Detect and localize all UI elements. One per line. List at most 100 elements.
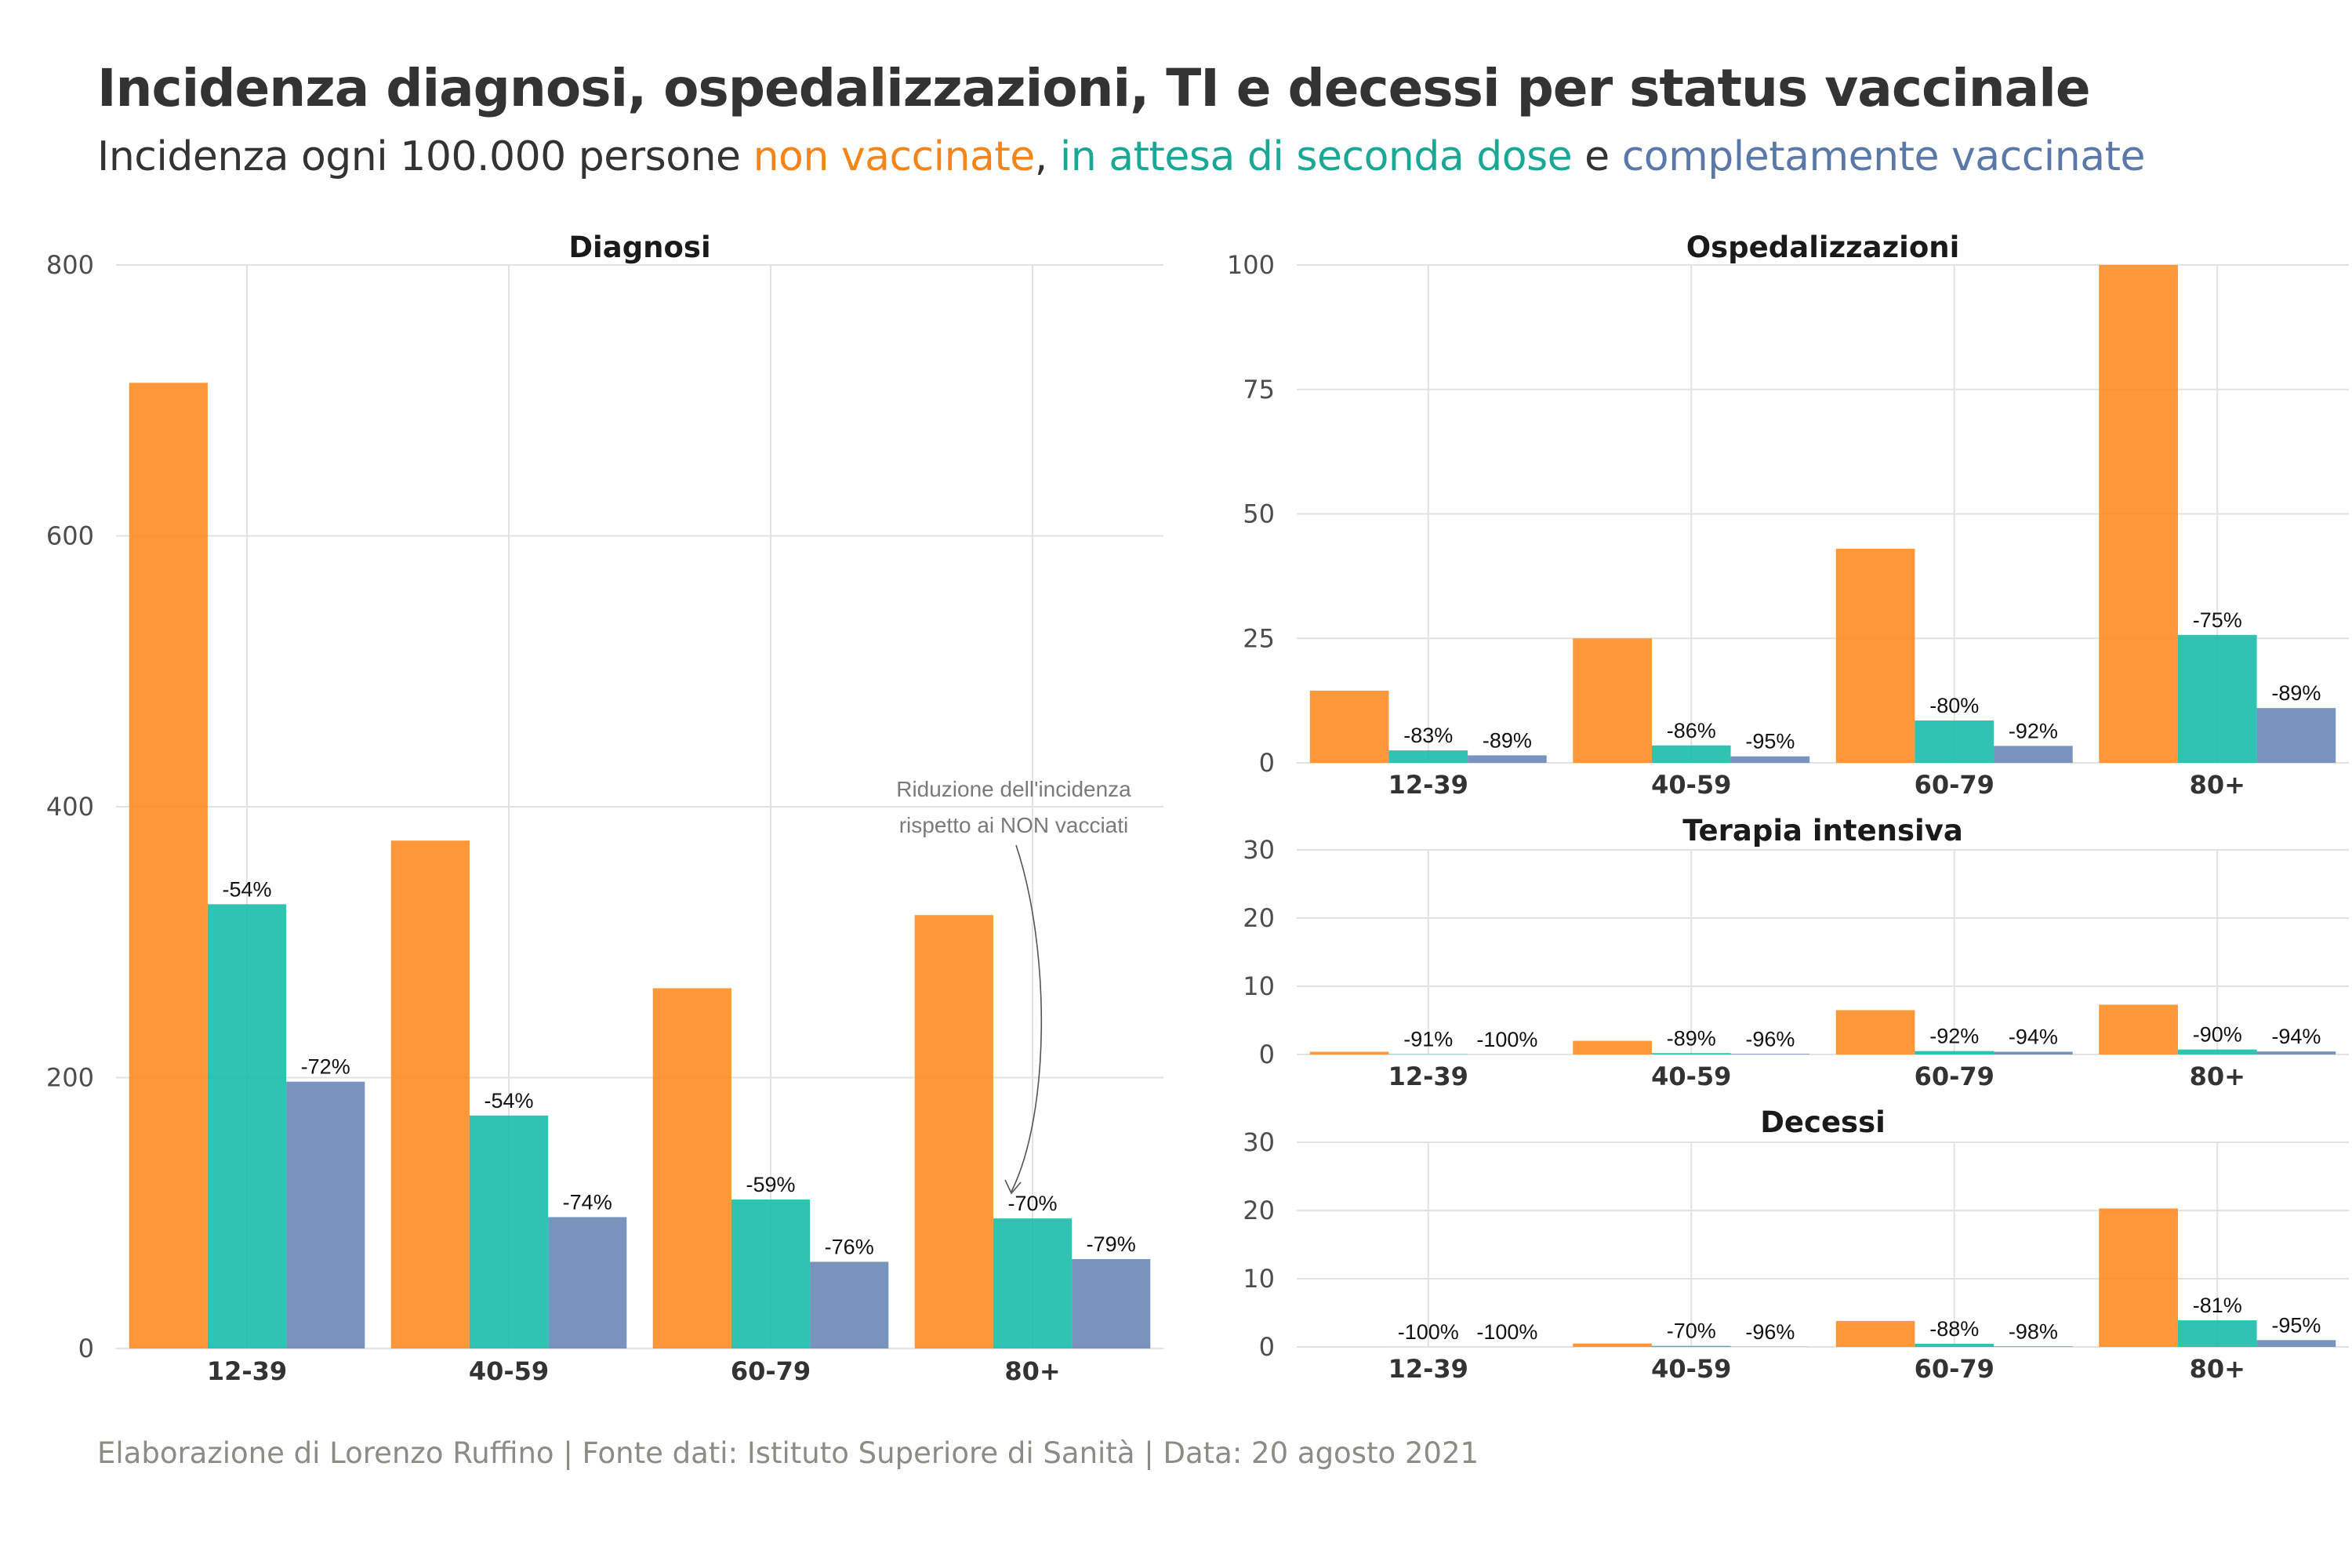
- bar-nonvax-40-59: [1573, 638, 1652, 763]
- data-label: -75%: [2193, 608, 2242, 632]
- y-tick-label: 25: [1243, 623, 1275, 653]
- data-label: -76%: [825, 1235, 874, 1258]
- data-label: -98%: [2009, 1319, 2058, 1343]
- bar-full-60-79: [1994, 746, 2073, 763]
- data-label: -90%: [2193, 1023, 2242, 1047]
- bar-full-60-79: [1994, 1051, 2073, 1054]
- bar-partial-40-59: [469, 1115, 549, 1348]
- data-label: -91%: [1403, 1028, 1453, 1051]
- bar-partial-80+: [2177, 1049, 2257, 1054]
- bar-nonvax-80+: [2099, 1208, 2178, 1347]
- y-tick-label: 30: [1243, 835, 1275, 865]
- bar-partial-40-59: [1651, 1345, 1731, 1347]
- bar-nonvax-60-79: [652, 988, 731, 1348]
- annotation-line-2: rispetto ai NON vacciati: [899, 813, 1129, 837]
- y-tick-label: 800: [46, 250, 94, 280]
- x-tick-label: 60-79: [731, 1356, 811, 1386]
- bar-nonvax-40-59: [1573, 1343, 1652, 1347]
- data-label: -96%: [1745, 1320, 1795, 1344]
- y-tick-label: 0: [78, 1334, 94, 1363]
- bar-nonvax-80+: [914, 915, 993, 1348]
- x-tick-label: 60-79: [1915, 770, 1994, 800]
- data-label: -89%: [1667, 1026, 1716, 1050]
- subtitle-partial: in attesa di seconda dose: [1059, 133, 1573, 180]
- data-label: -70%: [1007, 1192, 1057, 1215]
- bar-partial-60-79: [1915, 1051, 1994, 1054]
- bar-nonvax-80+: [2099, 265, 2178, 763]
- data-label: -74%: [563, 1190, 612, 1214]
- y-tick-label: 30: [1243, 1127, 1275, 1157]
- data-label: -92%: [2009, 719, 2058, 742]
- y-tick-label: 200: [46, 1063, 94, 1093]
- source-caption: Elaborazione di Lorenzo Ruffino | Fonte …: [97, 1436, 1479, 1470]
- bar-partial-40-59: [1651, 745, 1731, 763]
- bar-full-60-79: [810, 1261, 889, 1348]
- data-label: -70%: [1667, 1319, 1716, 1343]
- data-label: -95%: [2271, 1313, 2321, 1337]
- x-tick-label: 60-79: [1915, 1062, 1994, 1091]
- data-label: -54%: [222, 877, 271, 901]
- x-tick-label: 12-39: [1388, 1062, 1468, 1091]
- bar-full-60-79: [1994, 1346, 2073, 1347]
- annotation-arrowhead: [1004, 1179, 1022, 1195]
- annotation-arrow: [1011, 844, 1043, 1192]
- x-tick-label: 80+: [2190, 1062, 2245, 1091]
- x-tick-label: 40-59: [1651, 1354, 1731, 1384]
- y-tick-label: 0: [1259, 1040, 1275, 1069]
- data-label: -96%: [1745, 1027, 1795, 1051]
- bar-partial-12-39: [207, 904, 287, 1348]
- subtitle-sep-1: ,: [1034, 133, 1060, 180]
- x-tick-label: 40-59: [1651, 1062, 1731, 1091]
- bar-nonvax-40-59: [1573, 1040, 1652, 1054]
- x-tick-label: 80+: [1004, 1356, 1060, 1386]
- bar-nonvax-60-79: [1835, 548, 1915, 763]
- y-tick-label: 20: [1243, 1196, 1275, 1225]
- bar-partial-80+: [993, 1218, 1073, 1348]
- bar-partial-80+: [2177, 634, 2257, 763]
- bar-partial-80+: [2177, 1320, 2257, 1347]
- x-tick-label: 12-39: [1388, 770, 1468, 800]
- y-tick-label: 50: [1243, 499, 1275, 529]
- data-label: -94%: [2009, 1025, 2058, 1049]
- y-tick-label: 10: [1243, 971, 1275, 1001]
- bar-nonvax-60-79: [1835, 1010, 1915, 1054]
- bar-full-12-39: [286, 1081, 365, 1348]
- bar-full-40-59: [548, 1217, 627, 1348]
- x-tick-label: 80+: [2190, 1354, 2245, 1384]
- data-label: -92%: [1929, 1025, 1979, 1048]
- data-label: -89%: [2271, 681, 2321, 705]
- bar-nonvax-60-79: [1835, 1320, 1915, 1347]
- chart-subtitle: Incidenza ogni 100.000 persone non vacci…: [97, 133, 2145, 180]
- y-tick-label: 75: [1243, 375, 1275, 405]
- subtitle-prefix: Incidenza ogni 100.000 persone: [97, 133, 753, 180]
- x-tick-label: 12-39: [1388, 1354, 1468, 1384]
- bar-partial-60-79: [731, 1199, 811, 1348]
- x-tick-label: 40-59: [469, 1356, 549, 1386]
- y-tick-label: 10: [1243, 1264, 1275, 1294]
- data-label: -94%: [2271, 1025, 2321, 1048]
- data-label: -100%: [1476, 1028, 1537, 1051]
- bar-nonvax-40-59: [390, 840, 470, 1348]
- panel-title: Ospedalizzazioni: [1686, 230, 1960, 264]
- panel-title: Diagnosi: [568, 230, 710, 264]
- y-tick-label: 600: [46, 521, 94, 551]
- bar-partial-60-79: [1915, 1343, 1994, 1347]
- subtitle-sep-2: e: [1572, 133, 1622, 180]
- bar-full-80+: [2256, 708, 2336, 763]
- data-label: -59%: [746, 1173, 795, 1196]
- y-tick-label: 20: [1243, 903, 1275, 933]
- y-tick-label: 400: [46, 792, 94, 822]
- x-tick-label: 60-79: [1915, 1354, 1994, 1384]
- bar-full-80+: [2256, 1340, 2336, 1347]
- data-label: -79%: [1087, 1232, 1136, 1256]
- annotation-line-1: Riduzione dell'incidenza: [896, 777, 1131, 801]
- data-label: -100%: [1476, 1320, 1537, 1344]
- x-tick-label: 80+: [2190, 770, 2245, 800]
- bar-full-40-59: [1730, 756, 1810, 763]
- panel-2: 0 10 20 30 Terapia intensiva -91% -100% 12-39 -8…: [1243, 814, 2349, 1091]
- data-label: -86%: [1667, 719, 1716, 742]
- subtitle-nonvax: non vaccinate: [753, 133, 1036, 180]
- bar-partial-40-59: [1651, 1053, 1731, 1054]
- y-tick-label: 0: [1259, 748, 1275, 778]
